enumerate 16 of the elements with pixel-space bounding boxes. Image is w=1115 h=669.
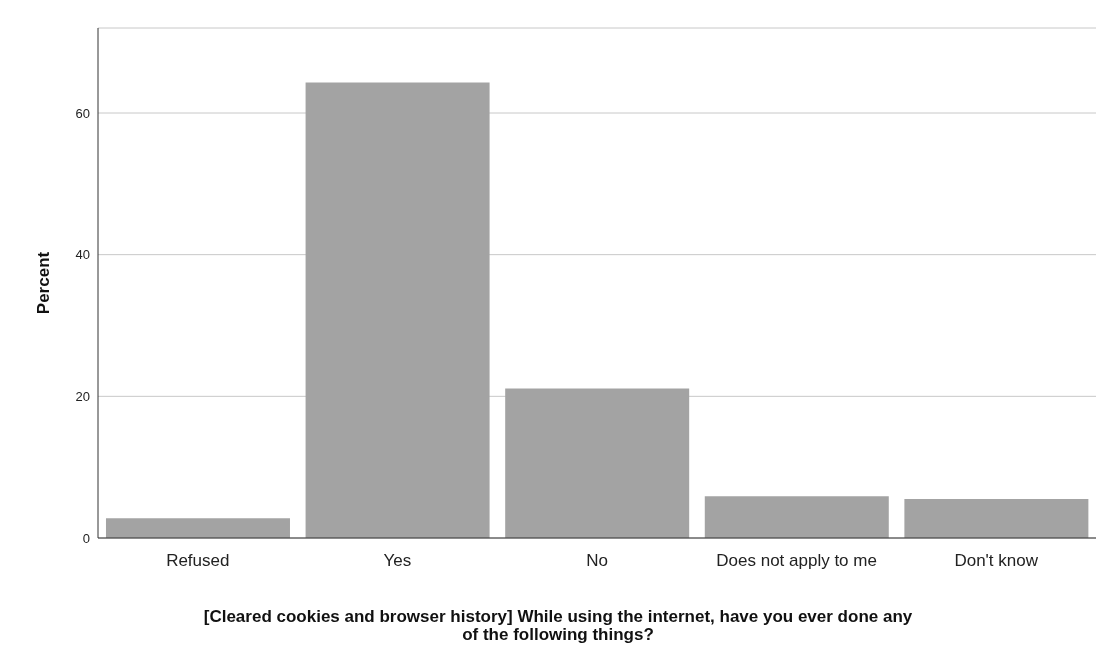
x-tick-label: Don't know <box>954 551 1039 571</box>
y-axis-title: Percent <box>34 251 54 315</box>
bar <box>305 82 490 538</box>
y-tick-label: 0 <box>82 530 90 546</box>
y-tick-label: 60 <box>75 105 90 121</box>
x-tick-label: No <box>586 551 608 571</box>
x-tick-label: Refused <box>166 551 230 571</box>
bar <box>704 496 889 538</box>
bar <box>505 388 690 538</box>
x-axis-title: [Cleared cookies and browser history] While using the internet, have you ever done any of the following things? <box>202 607 914 644</box>
x-tick-label: Yes <box>383 551 412 571</box>
x-tick-label: Does not apply to me <box>716 551 877 571</box>
bar <box>105 518 290 538</box>
bar <box>904 499 1089 538</box>
y-tick-label: 20 <box>75 388 90 404</box>
y-tick-label: 40 <box>75 247 90 263</box>
